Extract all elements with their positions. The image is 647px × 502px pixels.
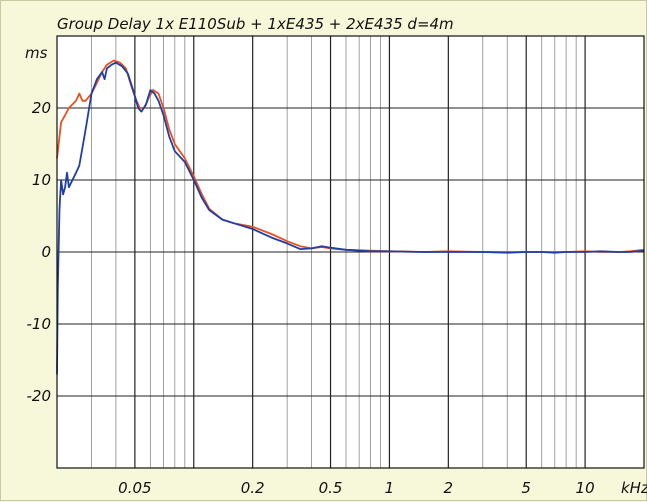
x-tick-label: 0.5 — [319, 479, 343, 497]
y-tick-labels: 20 10 0 -10 -20 — [27, 99, 52, 405]
x-tick-label: 1 — [385, 479, 395, 497]
y-tick-label: 20 — [32, 99, 51, 117]
y-tick-label: -20 — [27, 387, 52, 405]
x-tick-labels: 0.05 0.2 0.5 1 2 5 10 — [118, 479, 594, 497]
chart-title: Group Delay 1x E110Sub + 1xE435 + 2xE435… — [57, 15, 454, 33]
x-tick-label: 0.2 — [241, 479, 265, 497]
y-tick-label: -10 — [27, 315, 52, 333]
series-layer — [56, 59, 645, 375]
plot-border — [56, 35, 645, 469]
y-axis-unit-label: ms — [25, 44, 48, 62]
x-tick-label: 10 — [576, 479, 595, 497]
x-tick-label: 5 — [521, 479, 531, 497]
x-axis-unit-label: kHz — [621, 479, 647, 497]
x-tick-label: 2 — [444, 479, 454, 497]
series-line-2 — [56, 61, 645, 375]
y-tick-label: 0 — [41, 243, 51, 261]
x-tick-label: 0.05 — [118, 479, 151, 497]
y-tick-label: 10 — [32, 171, 51, 189]
